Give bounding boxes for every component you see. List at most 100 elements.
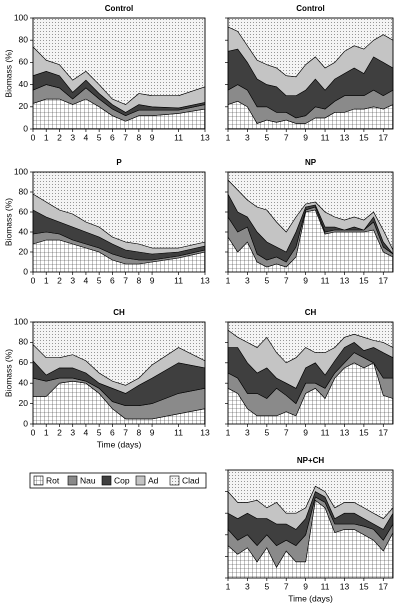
plot-frame	[227, 171, 394, 273]
y-tick-label: 0	[23, 266, 28, 276]
x-tick-label: 9	[303, 427, 308, 437]
x-tick-label: 13	[340, 427, 350, 437]
panel-title: NP	[305, 158, 317, 167]
x-tick-label: 1	[44, 427, 49, 437]
x-tick-label: 6	[110, 132, 115, 142]
x-tick-label: 7	[284, 427, 289, 437]
y-tick-label: 60	[19, 206, 29, 216]
x-tick-label: 5	[264, 275, 269, 285]
x-tick-label: 9	[303, 275, 308, 285]
x-tick-label: 11	[174, 132, 183, 142]
y-tick-label: 40	[19, 79, 29, 89]
legend-label: Rot	[46, 475, 60, 485]
y-tick-label: 100	[14, 316, 28, 326]
x-tick-label: 5	[264, 581, 269, 591]
y-axis-label: Biomass (%)	[3, 349, 13, 397]
x-tick-label: 11	[174, 427, 183, 437]
x-tick-label: 11	[321, 427, 330, 437]
x-tick-label: 15	[359, 132, 369, 142]
x-tick-label: 9	[303, 132, 308, 142]
x-tick-label: 2	[57, 132, 62, 142]
legend: Rot Nau Cop Ad Clad	[29, 472, 207, 489]
x-tick-label: 8	[136, 275, 141, 285]
legend-label: Nau	[80, 475, 96, 485]
plot-frame	[32, 171, 206, 273]
plot-frame	[227, 17, 394, 130]
legend-swatch	[67, 475, 78, 486]
y-tick-label: 0	[23, 418, 28, 428]
x-tick-label: 9	[150, 275, 155, 285]
y-tick-label: 20	[19, 246, 29, 256]
x-tick-label: 5	[97, 132, 102, 142]
panel-title: CH	[113, 308, 125, 317]
legend-swatch	[169, 475, 180, 486]
x-tick-label: 1	[226, 132, 231, 142]
x-tick-label: 15	[359, 427, 369, 437]
y-tick-label: 60	[19, 57, 29, 67]
x-tick-label: 1	[226, 427, 231, 437]
x-tick-label: 13	[340, 132, 350, 142]
x-tick-label: 6	[110, 275, 115, 285]
x-tick-label: 5	[264, 427, 269, 437]
x-tick-label: 9	[303, 581, 308, 591]
y-tick-label: 0	[23, 123, 28, 133]
x-tick-label: 7	[123, 427, 128, 437]
x-tick-label: 11	[174, 275, 183, 285]
x-tick-label: 3	[245, 275, 250, 285]
x-tick-label: 15	[359, 581, 369, 591]
x-tick-label: 7	[284, 132, 289, 142]
x-tick-label: 17	[379, 427, 389, 437]
x-tick-label: 3	[70, 427, 75, 437]
x-tick-label: 7	[284, 581, 289, 591]
legend-swatch	[33, 475, 44, 486]
legend-label: Ad	[148, 475, 159, 485]
x-tick-label: 0	[31, 427, 36, 437]
y-axis-label: Biomass (%)	[3, 198, 13, 246]
panel-title: Control	[296, 4, 324, 13]
x-tick-label: 7	[284, 275, 289, 285]
panel-title: CH	[305, 308, 317, 317]
x-tick-label: 0	[31, 275, 36, 285]
x-tick-label: 13	[340, 275, 350, 285]
x-tick-label: 5	[264, 132, 269, 142]
x-tick-label: 13	[200, 275, 210, 285]
x-tick-label: 0	[31, 132, 36, 142]
x-tick-label: 17	[379, 581, 389, 591]
x-tick-label: 17	[379, 132, 389, 142]
y-tick-label: 40	[19, 377, 29, 387]
x-tick-label: 13	[340, 581, 350, 591]
x-tick-label: 6	[110, 427, 115, 437]
x-tick-label: 3	[70, 132, 75, 142]
x-tick-label: 3	[70, 275, 75, 285]
legend-label: Cop	[114, 475, 130, 485]
y-tick-label: 100	[14, 12, 28, 22]
x-tick-label: 8	[136, 427, 141, 437]
x-tick-label: 11	[321, 275, 330, 285]
panel-title: Control	[105, 4, 133, 13]
x-tick-label: 4	[84, 275, 89, 285]
x-tick-label: 9	[150, 427, 155, 437]
x-tick-label: 2	[57, 275, 62, 285]
x-axis-label: Time (days)	[288, 593, 333, 603]
legend-swatch	[101, 475, 112, 486]
legend-label: Clad	[182, 475, 200, 485]
x-tick-label: 9	[150, 132, 155, 142]
x-tick-label: 4	[84, 132, 89, 142]
x-tick-label: 4	[84, 427, 89, 437]
x-tick-label: 1	[44, 275, 49, 285]
x-tick-label: 3	[245, 581, 250, 591]
y-tick-label: 100	[14, 166, 28, 176]
panel-title: P	[116, 158, 122, 167]
x-axis-label: Time (days)	[97, 439, 142, 449]
panel-title: NP+CH	[297, 456, 325, 465]
x-tick-label: 5	[97, 275, 102, 285]
x-tick-label: 15	[359, 275, 369, 285]
x-tick-label: 1	[226, 275, 231, 285]
x-tick-label: 17	[379, 275, 389, 285]
x-tick-label: 8	[136, 132, 141, 142]
